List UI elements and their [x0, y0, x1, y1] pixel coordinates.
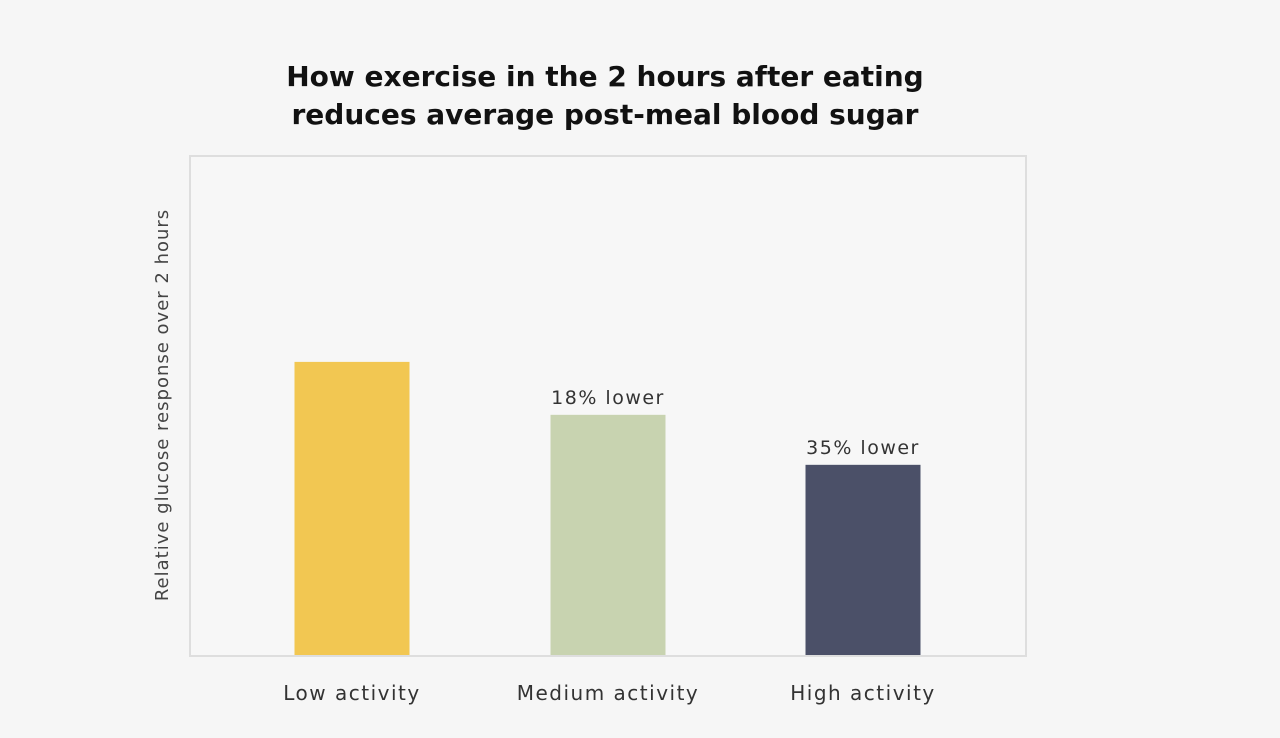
chart-title-line-2: reduces average post-meal blood sugar: [291, 98, 919, 131]
x-tick-label-high-activity: High activity: [790, 681, 936, 705]
y-axis-label: Relative glucose response over 2 hours: [152, 209, 173, 601]
x-tick-label-low-activity: Low activity: [283, 681, 420, 705]
x-tick-label-medium-activity: Medium activity: [517, 681, 700, 705]
data-label-medium-activity: 18% lower: [551, 387, 665, 409]
bars-group: [294, 361, 921, 655]
chart-title-line-1: How exercise in the 2 hours after eating: [286, 60, 924, 93]
chart-title: How exercise in the 2 hours after eating…: [240, 58, 970, 134]
labels-group: Low activity 18% lower Medium activity 35% …: [283, 387, 936, 705]
data-label-high-activity: 35% lower: [806, 437, 920, 459]
bar-low-activity: [294, 361, 410, 655]
bar-medium-activity: [550, 414, 666, 655]
bar-high-activity: [805, 464, 921, 655]
